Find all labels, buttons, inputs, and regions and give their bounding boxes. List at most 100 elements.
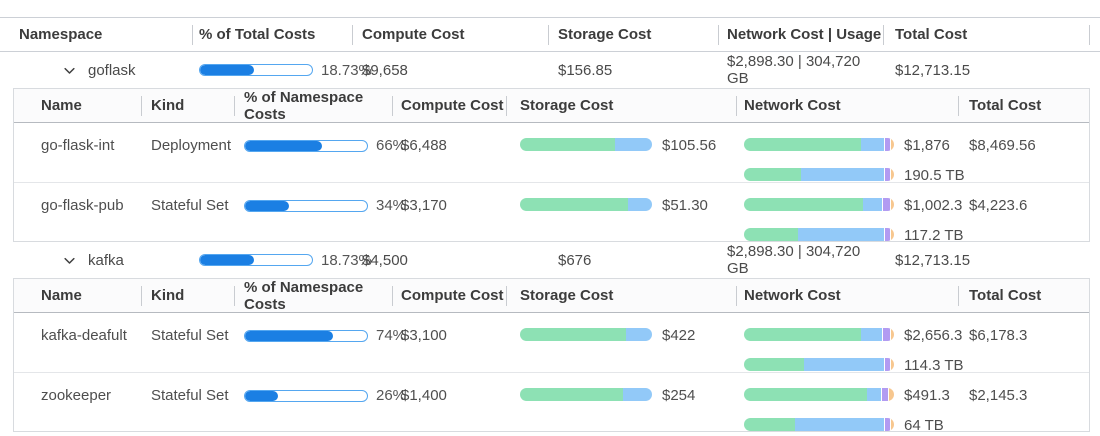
subcol-header-compute[interactable]: Compute Cost bbox=[392, 97, 506, 114]
workload-table-header: Name Kind % of Namespace Costs Compute C… bbox=[14, 279, 1089, 313]
bar-segment-blue bbox=[801, 168, 884, 181]
bar-segment-orange bbox=[889, 168, 894, 181]
workload-total-cost: $8,469.56 bbox=[969, 137, 1036, 154]
chevron-down-icon[interactable] bbox=[62, 63, 77, 78]
network-usage-bar bbox=[744, 228, 894, 241]
workload-storage-cell: $254 bbox=[506, 386, 736, 405]
workload-row[interactable]: go-flask-int Deployment 66% $6,488 $105.… bbox=[14, 123, 1089, 185]
bar-segment-blue bbox=[861, 328, 882, 341]
subcol-header-total[interactable]: Total Cost bbox=[958, 287, 1089, 304]
subcol-header-kind[interactable]: Kind bbox=[141, 287, 234, 304]
bar-segment-green bbox=[744, 228, 798, 241]
workload-storage-cell: $51.30 bbox=[506, 196, 736, 215]
bar-segment-purple bbox=[883, 168, 890, 181]
bar-segment-orange bbox=[889, 418, 894, 431]
pct-namespace-bar bbox=[244, 390, 368, 402]
workload-row[interactable]: kafka-deafult Stateful Set 74% $3,100 $4… bbox=[14, 313, 1089, 375]
subcol-header-network[interactable]: Network Cost bbox=[736, 97, 958, 114]
bar-segment-orange bbox=[889, 198, 894, 211]
pct-namespace-bar-fill bbox=[245, 391, 278, 401]
storage-cost-value: $51.30 bbox=[662, 197, 708, 214]
bar-segment-purple bbox=[882, 198, 890, 211]
workload-row[interactable]: zookeeper Stateful Set 26% $1,400 $254 $… bbox=[14, 372, 1089, 434]
workload-compute-cost: $6,488 bbox=[401, 137, 447, 154]
network-usage-line: 117.2 TB bbox=[744, 226, 964, 245]
bar-segment-blue bbox=[795, 418, 884, 431]
bar-segment-blue bbox=[861, 138, 884, 151]
namespace-pct-cell: 18.73% bbox=[192, 252, 372, 269]
subcol-header-total[interactable]: Total Cost bbox=[958, 97, 1089, 114]
subcol-header-pct[interactable]: % of Namespace Costs bbox=[234, 279, 392, 313]
network-cost-line: $1,876 bbox=[744, 136, 958, 155]
network-usage-value: 190.5 TB bbox=[904, 167, 965, 184]
workload-rows: kafka-deafult Stateful Set 74% $3,100 $4… bbox=[14, 313, 1089, 434]
pct-namespace-label: 74% bbox=[376, 327, 407, 344]
workload-kind: Deployment bbox=[151, 137, 232, 154]
storage-cost-bar bbox=[520, 198, 652, 211]
subcol-header-storage[interactable]: Storage Cost bbox=[506, 287, 736, 304]
network-usage-value: 117.2 TB bbox=[904, 227, 964, 244]
workload-pct-cell: 74% bbox=[234, 326, 406, 345]
workload-total-cost: $2,145.3 bbox=[969, 387, 1028, 404]
workload-network-cell: $491.3 64 TB bbox=[736, 386, 958, 435]
col-header-compute-cost[interactable]: Compute Cost bbox=[352, 26, 548, 43]
network-usage-value: 114.3 TB bbox=[904, 357, 964, 374]
workload-total-cost: $6,178.3 bbox=[969, 327, 1028, 344]
col-header-total-cost[interactable]: Total Cost bbox=[883, 26, 1100, 43]
bar-segment-orange bbox=[888, 388, 894, 401]
bar-segment-blue bbox=[862, 198, 882, 211]
bar-segment-green bbox=[744, 388, 867, 401]
bar-segment-orange bbox=[889, 138, 894, 151]
bar-segment-blue bbox=[628, 198, 652, 211]
bar-segment-purple bbox=[883, 228, 890, 241]
workload-kind: Stateful Set bbox=[151, 327, 229, 344]
network-usage-bar bbox=[744, 418, 894, 431]
col-header-storage-cost[interactable]: Storage Cost bbox=[548, 26, 718, 43]
workload-network-cell: $1,876 190.5 TB bbox=[736, 136, 965, 185]
namespace-pct-cell: 18.73% bbox=[192, 62, 372, 79]
network-cost-bar bbox=[744, 388, 894, 401]
subcol-header-pct[interactable]: % of Namespace Costs bbox=[234, 89, 392, 123]
subcol-header-kind[interactable]: Kind bbox=[141, 97, 234, 114]
workload-row[interactable]: go-flask-pub Stateful Set 34% $3,170 $51… bbox=[14, 182, 1089, 244]
bar-segment-green bbox=[744, 328, 861, 341]
pct-total-bar bbox=[199, 64, 313, 76]
storage-cost-bar bbox=[520, 388, 652, 401]
pct-namespace-bar-fill bbox=[245, 141, 322, 151]
namespace-name: kafka bbox=[88, 251, 124, 269]
workload-table: Name Kind % of Namespace Costs Compute C… bbox=[13, 278, 1090, 434]
network-cost-value: $1,876 bbox=[904, 137, 950, 154]
bar-segment-blue bbox=[804, 358, 884, 371]
subcol-header-storage[interactable]: Storage Cost bbox=[506, 97, 736, 114]
namespace-row[interactable]: kafka 18.73% $4,500 $676 $2,898.30 | 304… bbox=[0, 242, 1100, 278]
subcol-header-network[interactable]: Network Cost bbox=[736, 287, 958, 304]
workload-network-cell: $2,656.3 114.3 TB bbox=[736, 326, 964, 375]
network-cost-bar bbox=[744, 138, 894, 151]
network-cost-value: $2,656.3 bbox=[904, 327, 963, 344]
bar-segment-green bbox=[744, 418, 795, 431]
subcol-header-name[interactable]: Name bbox=[41, 287, 82, 304]
chevron-down-icon[interactable] bbox=[62, 253, 77, 268]
network-cost-value: $1,002.3 bbox=[904, 197, 963, 214]
network-cost-line: $2,656.3 bbox=[744, 326, 962, 345]
col-header-pct-total[interactable]: % of Total Costs bbox=[192, 26, 352, 43]
col-header-namespace[interactable]: Namespace bbox=[19, 26, 103, 43]
col-header-network-cost[interactable]: Network Cost | Usage bbox=[718, 26, 883, 43]
workload-compute-cost: $1,400 bbox=[401, 387, 447, 404]
bar-segment-purple bbox=[883, 358, 890, 371]
network-usage-line: 64 TB bbox=[744, 416, 958, 435]
subcol-header-name[interactable]: Name bbox=[41, 97, 82, 114]
bar-segment-blue bbox=[798, 228, 884, 241]
workload-table: Name Kind % of Namespace Costs Compute C… bbox=[13, 88, 1090, 244]
network-cost-bar bbox=[744, 328, 894, 341]
namespace-network-usage: $2,898.30 | 304,720 GB bbox=[727, 243, 861, 277]
namespace-storage-cost: $156.85 bbox=[558, 61, 613, 79]
bar-segment-blue bbox=[622, 388, 652, 401]
pct-namespace-label: 34% bbox=[376, 197, 407, 214]
namespace-row[interactable]: goflask 18.73% $9,658 $156.85 $2,898.30 … bbox=[0, 52, 1100, 88]
bar-segment-blue bbox=[625, 328, 652, 341]
subcol-header-compute[interactable]: Compute Cost bbox=[392, 287, 506, 304]
storage-cost-bar bbox=[520, 328, 652, 341]
pct-total-label: 18.73% bbox=[321, 251, 372, 269]
